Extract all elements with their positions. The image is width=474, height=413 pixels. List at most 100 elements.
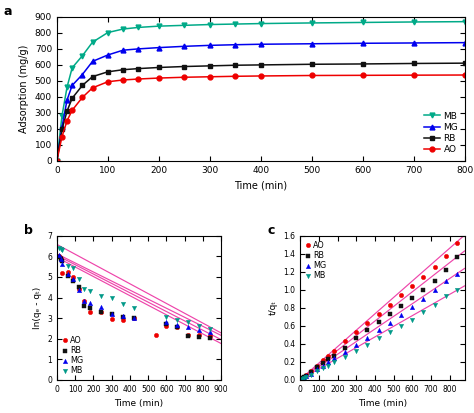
MB xyxy=(86,287,93,294)
MB xyxy=(90,40,95,45)
MB xyxy=(431,302,438,309)
AO xyxy=(86,309,93,316)
RB xyxy=(105,69,110,74)
AO xyxy=(324,352,332,359)
MG xyxy=(330,355,337,362)
MB xyxy=(81,286,88,292)
MG xyxy=(108,310,116,317)
MG xyxy=(431,287,438,293)
AO xyxy=(207,332,214,339)
MG xyxy=(90,59,95,64)
MG xyxy=(453,270,461,277)
MG xyxy=(302,373,310,380)
X-axis label: Time (min): Time (min) xyxy=(115,399,164,408)
AO xyxy=(81,297,88,304)
AO xyxy=(397,292,405,299)
RB xyxy=(86,305,93,311)
AO xyxy=(298,375,306,382)
MG xyxy=(258,42,264,47)
MB xyxy=(184,318,192,325)
RB xyxy=(409,294,416,301)
AO xyxy=(300,374,308,380)
Y-axis label: Adsorption (mg/g): Adsorption (mg/g) xyxy=(19,45,29,133)
Y-axis label: ln(qₑ - qₜ): ln(qₑ - qₜ) xyxy=(33,287,42,329)
MB xyxy=(75,276,82,283)
RB xyxy=(319,360,327,366)
MG xyxy=(375,327,383,334)
MG xyxy=(300,375,308,382)
RB xyxy=(375,319,383,325)
MG xyxy=(70,276,77,283)
MG xyxy=(308,370,315,377)
MB xyxy=(352,348,360,354)
MB xyxy=(309,21,314,26)
AO xyxy=(120,78,126,83)
MB xyxy=(313,368,321,374)
MB xyxy=(462,19,467,24)
AO xyxy=(207,74,212,79)
RB xyxy=(108,311,116,318)
AO xyxy=(431,264,438,271)
MB xyxy=(442,293,450,299)
AO xyxy=(173,323,181,330)
RB xyxy=(431,278,438,284)
MB xyxy=(341,353,349,360)
RB xyxy=(163,320,170,327)
MG xyxy=(341,349,349,355)
AO xyxy=(258,74,264,78)
MB xyxy=(386,329,393,335)
MG xyxy=(409,304,416,310)
MB xyxy=(182,23,187,28)
AO xyxy=(119,316,127,323)
MB xyxy=(360,20,365,25)
MB xyxy=(232,21,238,26)
MB xyxy=(173,316,181,323)
AO xyxy=(302,372,310,379)
MB xyxy=(70,265,77,272)
MG xyxy=(313,366,321,373)
MB xyxy=(319,365,327,372)
AO xyxy=(232,74,238,79)
AO xyxy=(308,368,315,374)
AO xyxy=(70,274,77,281)
MG xyxy=(64,271,72,278)
AO xyxy=(97,309,104,315)
MB xyxy=(258,21,264,26)
RB xyxy=(54,158,60,163)
Text: b: b xyxy=(24,224,33,237)
MG xyxy=(80,72,85,77)
AO xyxy=(130,315,137,321)
MB xyxy=(453,287,461,293)
RB xyxy=(90,74,95,79)
AO xyxy=(108,315,116,322)
MG xyxy=(156,45,162,50)
RB xyxy=(64,109,70,114)
RB xyxy=(57,256,64,263)
MG xyxy=(59,261,66,268)
MG xyxy=(55,252,63,259)
RB xyxy=(386,311,393,318)
RB xyxy=(130,314,137,321)
MG xyxy=(86,300,93,306)
RB xyxy=(360,62,365,66)
Y-axis label: t/qₜ: t/qₜ xyxy=(269,300,278,316)
MB xyxy=(419,309,427,316)
AO xyxy=(462,73,467,78)
AO xyxy=(136,76,141,81)
RB xyxy=(64,273,72,279)
RB xyxy=(341,344,349,351)
MG xyxy=(119,312,127,319)
MB xyxy=(105,30,110,35)
Line: AO: AO xyxy=(55,73,467,163)
MG xyxy=(462,40,467,45)
MB xyxy=(119,301,127,307)
RB xyxy=(453,254,461,261)
MB xyxy=(364,342,371,348)
MB xyxy=(59,247,66,253)
Text: c: c xyxy=(267,224,274,237)
RB xyxy=(75,284,82,291)
MG xyxy=(309,41,314,46)
AO xyxy=(352,329,360,335)
MB xyxy=(80,53,85,58)
MB xyxy=(69,65,75,70)
